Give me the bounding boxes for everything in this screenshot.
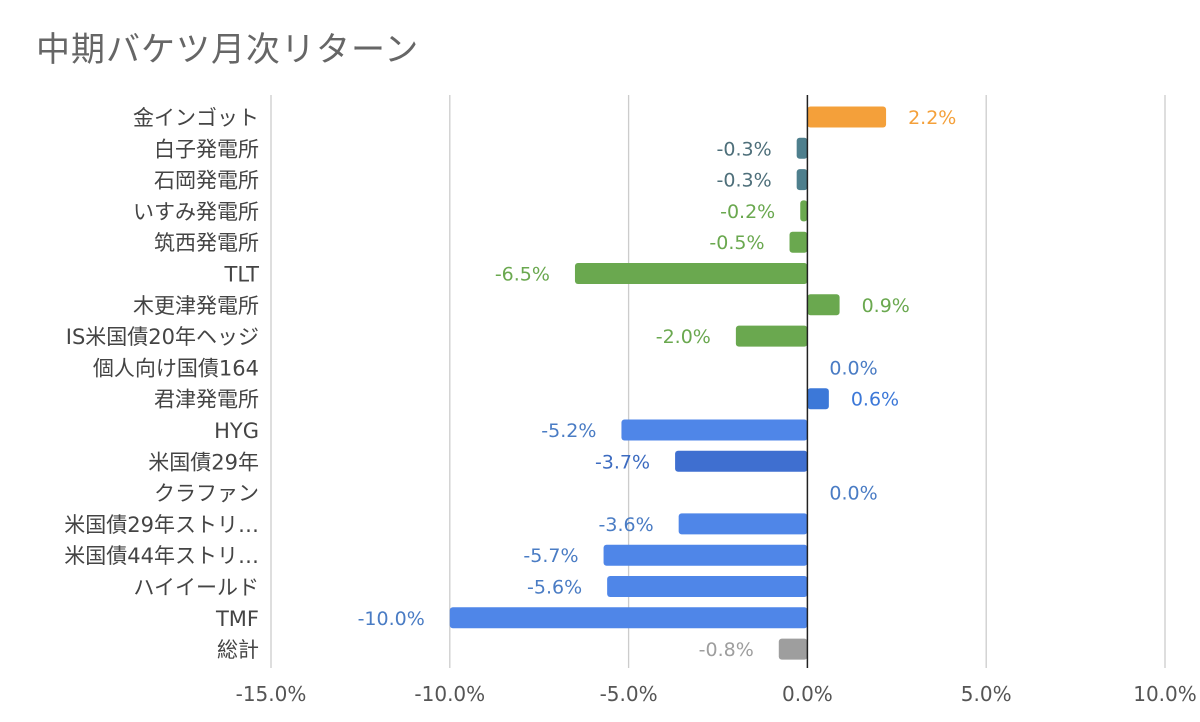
bar (807, 106, 887, 128)
bar (807, 388, 829, 410)
bar (621, 419, 808, 441)
category-label: HYG (214, 419, 259, 443)
data-label: 2.2% (908, 107, 956, 129)
data-label: -5.2% (541, 420, 596, 442)
category-label: いすみ発電所 (133, 200, 259, 224)
data-label: -0.3% (717, 170, 772, 192)
data-label: 0.0% (829, 357, 877, 379)
category-label: ハイイールド (133, 576, 259, 600)
data-label: -6.5% (495, 264, 550, 286)
category-label: 米国債29年 (148, 450, 259, 474)
category-label: 米国債29年ストリ… (64, 513, 259, 537)
category-label: 白子発電所 (154, 137, 259, 161)
x-tick-label: -5.0% (600, 682, 658, 706)
category-label: 個人向け国債164 (93, 356, 259, 380)
data-label: -3.6% (599, 514, 654, 536)
data-label: -5.7% (523, 545, 578, 567)
data-label: -10.0% (358, 608, 425, 630)
chart-title: 中期バケツ月次リターン (36, 30, 420, 70)
bars (449, 106, 887, 660)
bar (800, 200, 808, 222)
gridlines (270, 95, 1166, 668)
data-label: -0.3% (717, 138, 772, 160)
data-label: 0.0% (829, 483, 877, 505)
category-label: クラファン (154, 482, 259, 506)
bar (778, 638, 808, 660)
bar (735, 325, 808, 347)
data-label: -0.5% (709, 232, 764, 254)
category-label: TLT (224, 263, 260, 287)
bar (574, 263, 808, 284)
data-label: -5.6% (527, 577, 582, 599)
category-label: 米国債44年ストリ… (64, 544, 259, 568)
data-label: -0.2% (720, 201, 775, 223)
bar (789, 231, 808, 253)
data-label: 0.6% (851, 389, 899, 411)
x-tick-label: -10.0% (414, 682, 485, 706)
bar (678, 513, 808, 535)
x-tick-labels: -15.0% -10.0% -5.0% 0.0% 5.0% 10.0% (236, 682, 1197, 706)
x-tick-label: 5.0% (961, 682, 1012, 706)
category-label: 木更津発電所 (133, 294, 259, 318)
data-labels: 2.2% -0.3% -0.3% -0.2% -0.5% -6.5% 0.9% -2.0% 0.… (358, 107, 957, 661)
bar (796, 169, 808, 191)
bar (796, 137, 808, 159)
data-label: -0.8% (699, 639, 754, 661)
x-tick-label: 10.0% (1133, 682, 1197, 706)
bar (607, 576, 808, 597)
category-label: 石岡発電所 (154, 169, 259, 193)
x-tick-label: -15.0% (236, 682, 307, 706)
category-label: 筑西発電所 (154, 231, 259, 255)
bar (675, 450, 808, 472)
bar (603, 544, 808, 566)
category-label: 金インゴット (133, 106, 259, 130)
category-label: TMF (215, 607, 259, 631)
category-label: IS米国債20年ヘッジ (66, 325, 259, 349)
bar (449, 607, 808, 629)
x-tick-label: 0.0% (782, 682, 833, 706)
data-label: 0.9% (862, 295, 910, 317)
data-label: -2.0% (656, 326, 711, 348)
category-label: 総計 (217, 638, 259, 662)
category-label: 君津発電所 (154, 388, 259, 412)
bar (807, 294, 840, 316)
data-label: -3.7% (595, 451, 650, 473)
